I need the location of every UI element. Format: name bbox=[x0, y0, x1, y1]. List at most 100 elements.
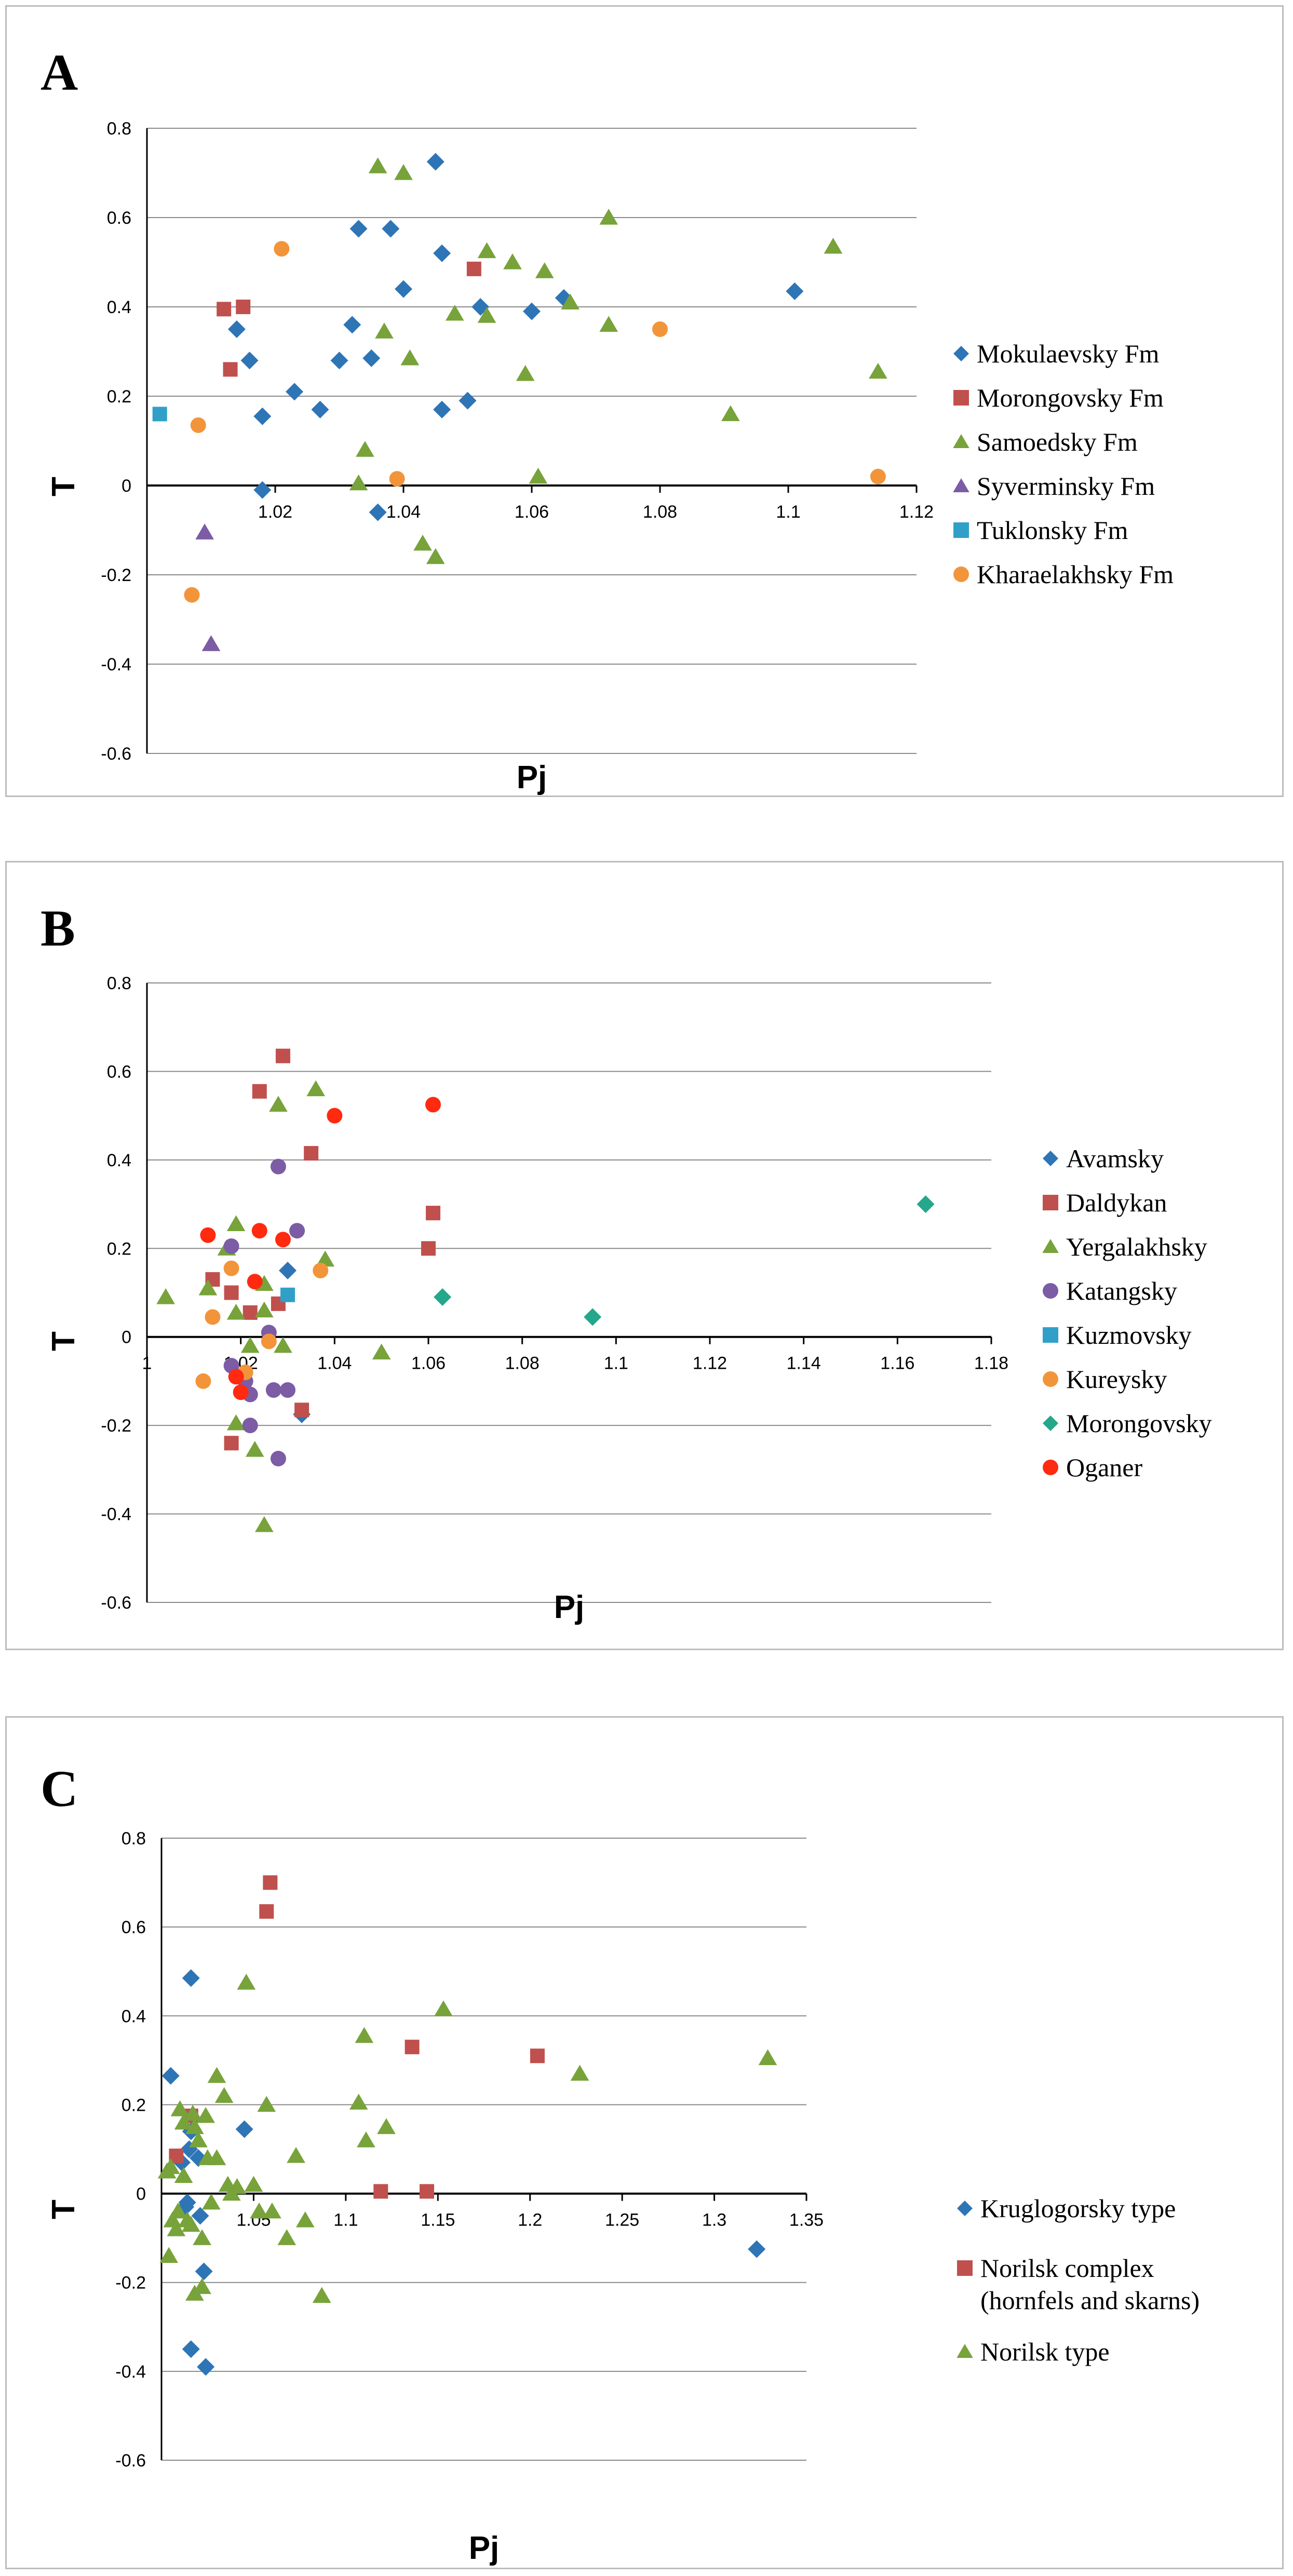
data-point bbox=[306, 1080, 326, 1097]
y-tick-label: 0.8 bbox=[122, 1829, 146, 1849]
legend-label: Mokulaevsky Fm bbox=[977, 339, 1160, 368]
data-point bbox=[389, 471, 405, 487]
data-point bbox=[426, 548, 445, 564]
legend-label: Morongovsky Fm bbox=[977, 383, 1164, 412]
legend-label: Kruglogorsky type bbox=[980, 2194, 1176, 2223]
data-point bbox=[223, 1260, 239, 1276]
data-point bbox=[313, 1262, 329, 1278]
data-point bbox=[377, 2118, 396, 2134]
y-tick-label: 0.2 bbox=[122, 2095, 146, 2115]
data-point bbox=[274, 241, 290, 257]
y-tick-label: -0.4 bbox=[101, 1505, 131, 1525]
data-point bbox=[183, 2105, 203, 2121]
data-point bbox=[190, 417, 206, 433]
legend-label: Samoedsky Fm bbox=[977, 427, 1138, 456]
y-axis-title: T bbox=[46, 1331, 82, 1351]
chart-panel-a: A 0.8 0.6 0.4 0.2 0 -0.2 -0.4 -0.6 1.02 1.04 1.06 1.… bbox=[5, 5, 1284, 797]
data-point bbox=[270, 1158, 286, 1175]
panel-label: B bbox=[41, 899, 75, 957]
data-point bbox=[167, 2220, 186, 2236]
data-point bbox=[304, 1146, 319, 1161]
data-point bbox=[156, 1288, 175, 1304]
data-point bbox=[195, 523, 214, 540]
data-point bbox=[182, 1969, 200, 1987]
x-tick-label: 1.02 bbox=[258, 502, 292, 522]
legend-marker bbox=[957, 2201, 973, 2216]
series-morongovsky bbox=[434, 1195, 935, 1326]
series-samoedsky-fm bbox=[349, 157, 887, 564]
data-point bbox=[357, 2131, 375, 2148]
legend-label: Norilsk complex bbox=[980, 2254, 1154, 2283]
x-tick-label: 1.12 bbox=[693, 1354, 727, 1373]
data-point bbox=[466, 261, 481, 276]
data-point bbox=[394, 164, 413, 180]
legend-marker bbox=[953, 390, 969, 406]
legend-marker bbox=[953, 522, 969, 538]
legend-label: Kuzmovsky bbox=[1066, 1320, 1192, 1350]
legend-label: Kharaelakhsky Fm bbox=[977, 560, 1174, 589]
data-point bbox=[421, 1241, 436, 1256]
legend-marker bbox=[1043, 1460, 1058, 1475]
data-point bbox=[349, 2094, 368, 2110]
data-point bbox=[207, 2149, 226, 2165]
data-point bbox=[170, 2100, 190, 2116]
data-point bbox=[174, 2113, 193, 2130]
series-morongovsky-fm bbox=[217, 261, 481, 377]
data-point bbox=[382, 220, 400, 238]
y-tick-label: -0.2 bbox=[101, 565, 131, 585]
legend-marker bbox=[953, 478, 969, 492]
data-point bbox=[400, 349, 420, 366]
data-point bbox=[257, 2096, 276, 2112]
legend-label: Morongovsky bbox=[1066, 1409, 1212, 1438]
data-point bbox=[434, 1288, 452, 1306]
y-axis-title: T bbox=[46, 2200, 82, 2219]
legend-marker bbox=[953, 567, 969, 582]
y-tick-label: 0.6 bbox=[107, 1062, 131, 1082]
data-point bbox=[369, 503, 387, 521]
chart-svg: C0.80.60.40.20-0.2-0.4-0.61.05 1.1 1.15 1.2… bbox=[41, 1760, 1200, 2566]
data-point bbox=[349, 474, 368, 491]
data-point bbox=[368, 157, 387, 173]
data-point bbox=[195, 1373, 211, 1389]
data-point bbox=[433, 400, 451, 419]
data-point bbox=[295, 2211, 315, 2228]
data-point bbox=[523, 302, 541, 320]
data-point bbox=[253, 481, 272, 499]
x-axis-title: Pj bbox=[517, 760, 547, 795]
x-tick-label: 1.04 bbox=[317, 1354, 352, 1373]
legend-marker bbox=[957, 2344, 973, 2358]
data-point bbox=[205, 1309, 221, 1325]
data-point bbox=[244, 2176, 263, 2192]
data-point bbox=[917, 1195, 935, 1213]
data-point bbox=[237, 1974, 256, 1990]
legend-label: (hornfels and skarns) bbox=[980, 2286, 1200, 2315]
x-tick-label: 1.1 bbox=[333, 2210, 358, 2230]
y-tick-label: -0.4 bbox=[101, 655, 131, 675]
x-tick-label: 1.18 bbox=[974, 1354, 1008, 1373]
data-point bbox=[477, 242, 496, 259]
legend-label: Syverminsky Fm bbox=[977, 471, 1155, 501]
y-tick-label: 0 bbox=[122, 476, 131, 496]
data-point bbox=[240, 352, 259, 370]
data-point bbox=[242, 1418, 258, 1434]
x-tick-label: 1.1 bbox=[776, 502, 800, 522]
y-tick-label: 0.4 bbox=[122, 2006, 146, 2026]
data-point bbox=[200, 1227, 216, 1243]
data-point bbox=[748, 2240, 766, 2258]
series-oganer bbox=[200, 1097, 441, 1400]
data-point bbox=[193, 2278, 211, 2294]
data-point bbox=[181, 2216, 200, 2232]
legend-label: Daldykan bbox=[1066, 1188, 1167, 1217]
data-point bbox=[226, 1303, 246, 1320]
y-tick-label: -0.6 bbox=[101, 1593, 131, 1613]
data-point bbox=[287, 2147, 305, 2163]
data-point bbox=[413, 534, 432, 551]
data-point bbox=[279, 1261, 297, 1279]
data-point bbox=[223, 1238, 239, 1255]
data-point bbox=[217, 302, 232, 317]
data-point bbox=[201, 635, 221, 651]
x-tick-label: 1.16 bbox=[880, 1354, 914, 1373]
series-syverminsky-fm bbox=[195, 523, 221, 651]
data-point bbox=[721, 405, 740, 421]
data-point bbox=[599, 316, 618, 332]
